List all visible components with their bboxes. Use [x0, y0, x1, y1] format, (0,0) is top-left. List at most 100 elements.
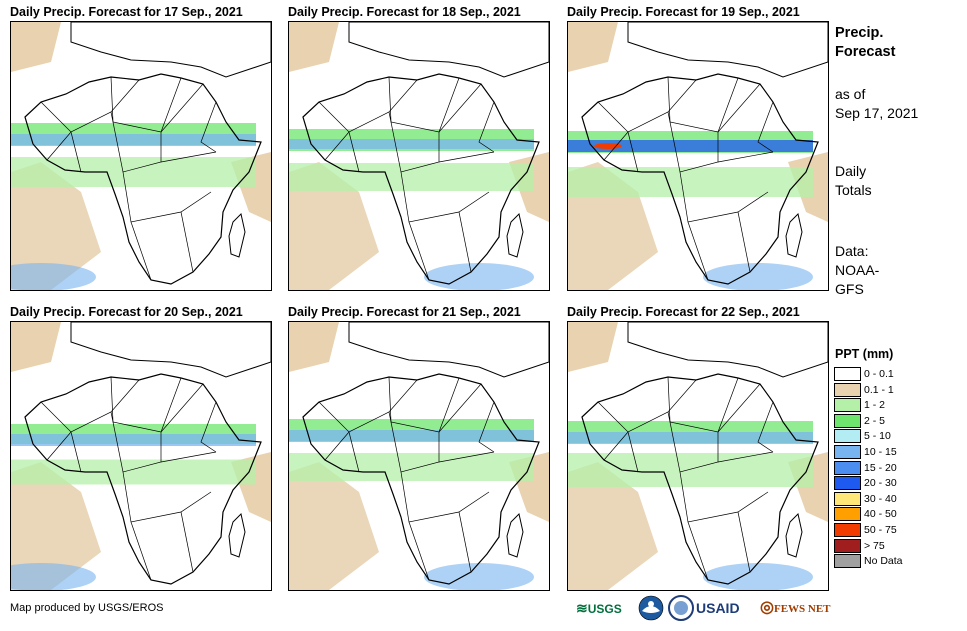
country-border: [200, 401, 217, 453]
fewsnet-logo: ◎FEWS NET: [760, 594, 832, 622]
forecast-panel-5: Daily Precip. Forecast for 21 Sep., 2021: [288, 304, 550, 591]
country-border: [667, 76, 739, 133]
precip-map: [288, 21, 550, 291]
legend-swatch: [834, 429, 861, 444]
country-border: [438, 383, 482, 433]
country-border: [348, 431, 360, 473]
credit-text: Map produced by USGS/EROS: [10, 602, 164, 614]
country-border: [597, 379, 697, 433]
legend-item: 50 - 75: [834, 523, 934, 538]
country-border: [388, 76, 460, 133]
madagascar-outline: [228, 513, 246, 558]
country-border: [70, 131, 82, 173]
country-border: [667, 411, 719, 473]
southern-ocean-rain: [703, 263, 813, 290]
legend-label: 15 - 20: [864, 461, 897, 474]
rain-band: [289, 139, 534, 149]
country-border: [458, 511, 472, 573]
fewsnet-globe-icon: ◎: [760, 599, 774, 616]
country-border: [40, 79, 140, 133]
country-border: [400, 471, 490, 523]
forecast-panel-4: Daily Precip. Forecast for 20 Sep., 2021: [10, 304, 272, 591]
country-border: [324, 131, 350, 161]
country-border: [180, 211, 194, 273]
country-border: [478, 101, 495, 153]
africa-map: [11, 22, 271, 290]
country-border: [110, 411, 162, 473]
europe-mideast-outline: [627, 322, 828, 378]
rain-band: [11, 134, 256, 146]
country-border: [70, 431, 82, 473]
rain-band: [289, 430, 534, 442]
rain-band: [568, 453, 813, 487]
europe-mideast-outline: [70, 322, 271, 378]
country-border: [627, 431, 639, 473]
legend-item: > 75: [834, 538, 934, 554]
southern-ocean-rain: [11, 563, 96, 590]
forecast-panel-1: Daily Precip. Forecast for 17 Sep., 2021: [10, 4, 272, 291]
africa-coastline: [24, 373, 262, 585]
panel-title: Daily Precip. Forecast for 22 Sep., 2021: [567, 305, 800, 319]
country-border: [110, 111, 162, 173]
europe-mideast-outline: [627, 22, 828, 78]
legend-item: 10 - 15: [834, 445, 934, 460]
southern-ocean-rain: [424, 563, 534, 590]
totals-line2: Totals: [835, 182, 872, 198]
country-border: [160, 383, 204, 433]
sidebar-title-line2: Forecast: [835, 44, 896, 60]
desert-patch: [11, 322, 61, 372]
africa-map: [568, 22, 828, 290]
country-border: [122, 171, 212, 223]
madagascar-outline: [506, 213, 524, 258]
legend-item: 2 - 5: [834, 413, 934, 429]
country-border: [687, 521, 709, 581]
legend-label: > 75: [864, 539, 885, 552]
legend-swatch: [834, 554, 861, 569]
fewsnet-label: FEWS NET: [773, 603, 831, 615]
desert-patch: [11, 22, 61, 72]
data-line2: NOAA-: [835, 262, 880, 278]
sidebar-asof: as of Sep 17, 2021: [835, 85, 918, 123]
country-border: [667, 376, 739, 433]
country-border: [757, 101, 774, 153]
legend-label: 30 - 40: [864, 492, 897, 505]
country-border: [679, 471, 769, 523]
africa-map: [289, 322, 549, 590]
rain-band: [568, 140, 813, 152]
country-border: [200, 101, 217, 153]
rain-band: [11, 434, 256, 446]
totals-line1: Daily: [835, 163, 867, 179]
country-border: [388, 411, 440, 473]
usgs-wave-icon: ≋: [576, 600, 588, 616]
country-border: [603, 431, 629, 461]
sidebar-data-source: Data: NOAA- GFS: [835, 242, 879, 299]
precip-map: [567, 21, 829, 291]
sidebar-title-line1: Precip.: [835, 25, 884, 41]
ocean-desert-patch: [11, 462, 101, 590]
ocean-desert-patch: [568, 462, 658, 590]
europe-mideast-outline: [348, 322, 549, 378]
country-border: [737, 211, 751, 273]
asof-date: Sep 17, 2021: [835, 105, 919, 121]
africa-map: [289, 22, 549, 290]
legend-label: 0 - 0.1: [864, 368, 894, 380]
country-border: [717, 151, 774, 163]
precip-map: [10, 21, 272, 291]
country-border: [717, 451, 774, 463]
sidebar-totals: Daily Totals: [835, 162, 872, 200]
europe-mideast-outline: [348, 22, 549, 78]
legend-label: 5 - 10: [864, 430, 891, 443]
country-border: [40, 379, 140, 433]
usgs-logo: ≋USGS: [576, 594, 634, 622]
desert-patch: [289, 322, 339, 372]
country-border: [388, 376, 460, 433]
africa-coastline: [302, 373, 540, 585]
country-border: [458, 211, 472, 273]
precip-map: [288, 321, 550, 591]
country-border: [478, 401, 495, 453]
desert-patch: [289, 22, 339, 72]
country-border: [160, 451, 217, 463]
legend-swatch: [834, 460, 861, 475]
panel-title: Daily Precip. Forecast for 21 Sep., 2021: [288, 305, 521, 319]
country-border: [717, 383, 761, 433]
